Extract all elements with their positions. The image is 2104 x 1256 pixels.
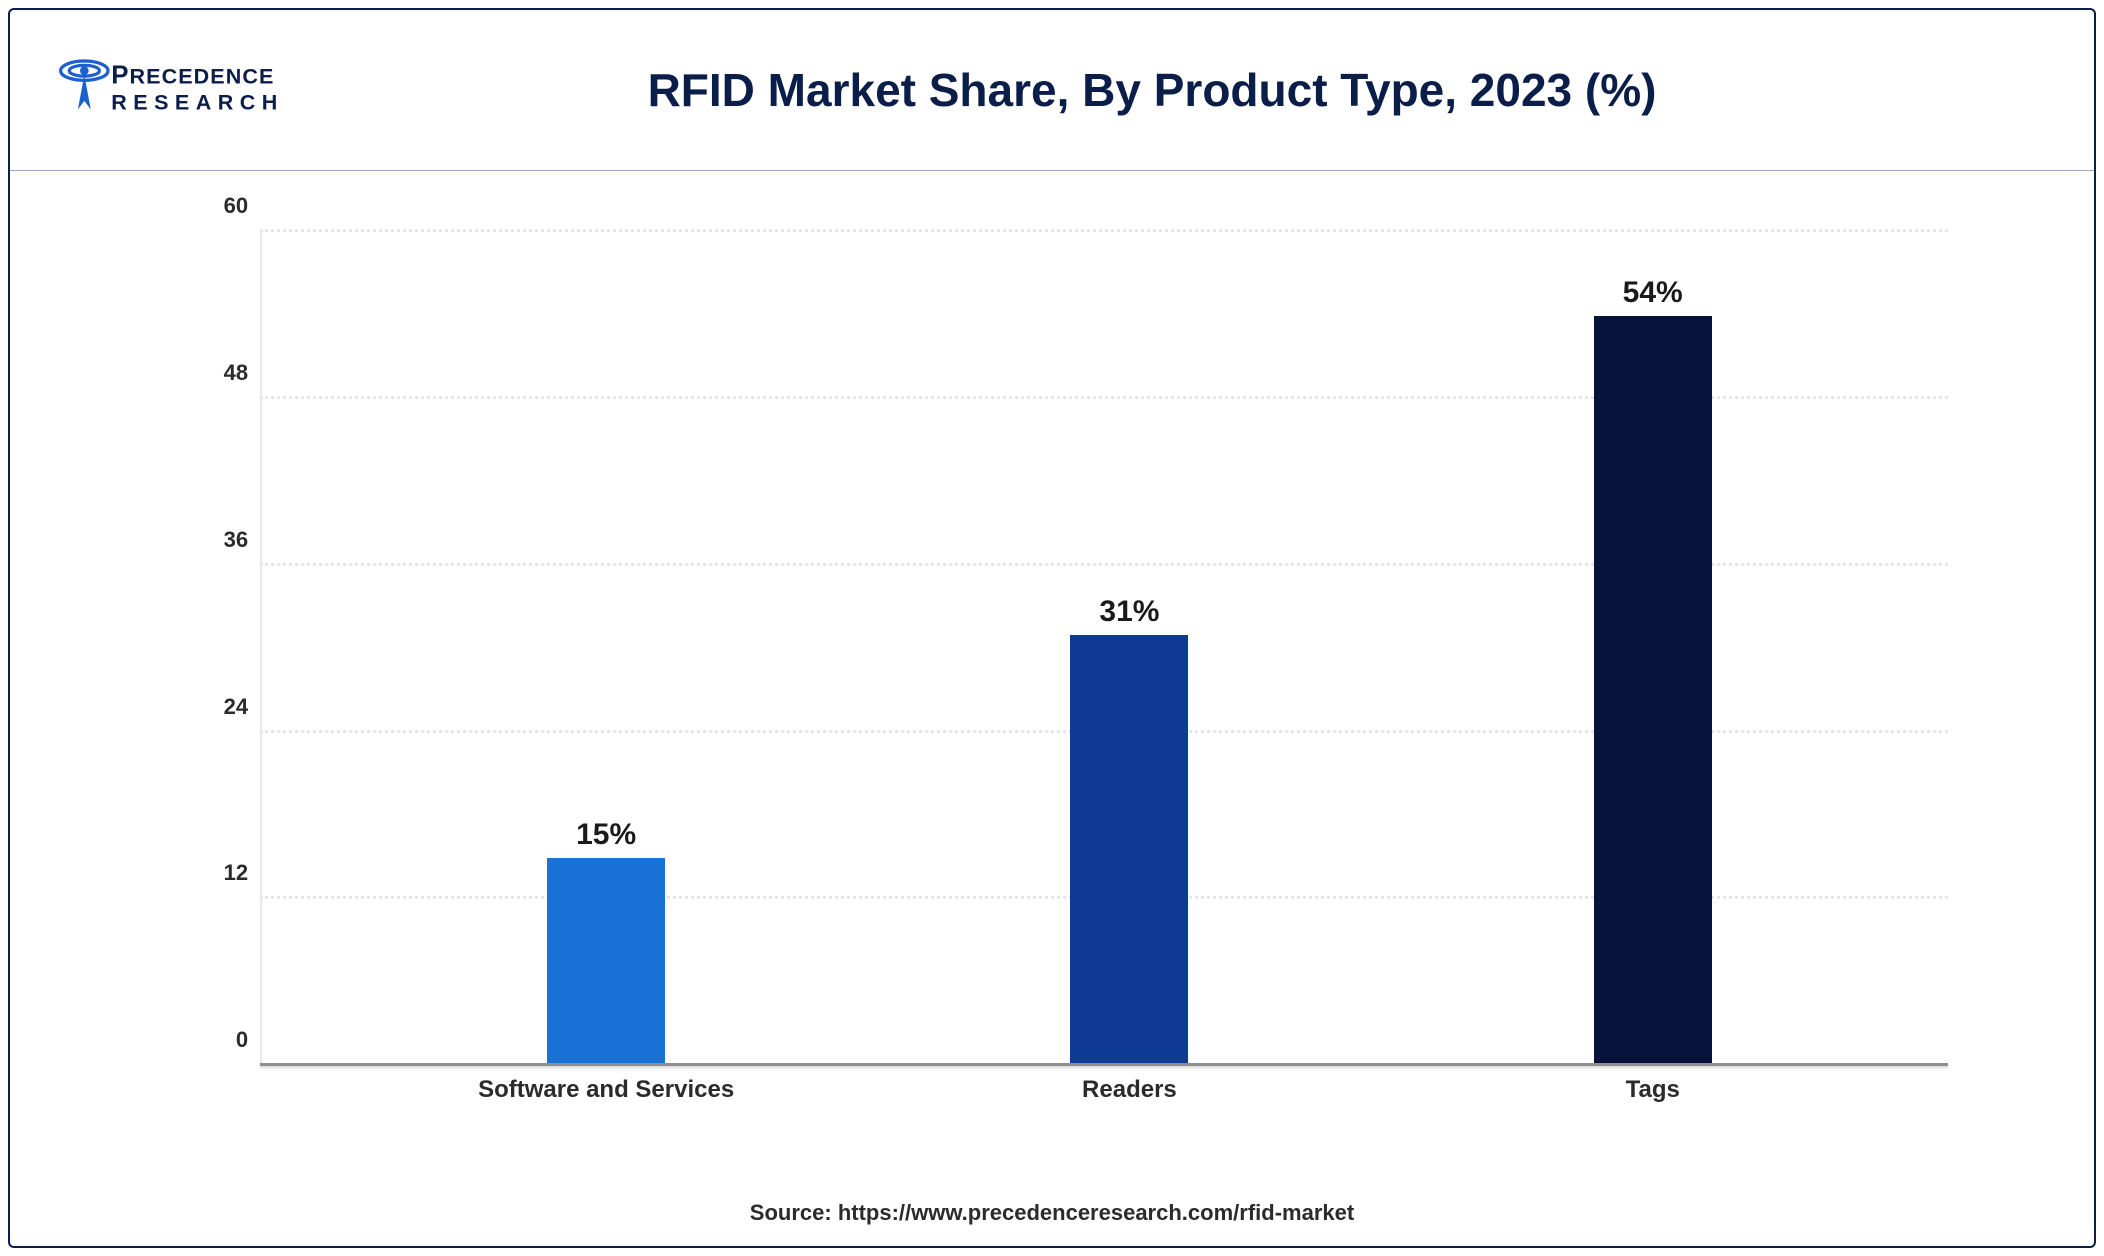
chart-card: P RECEDENCE RESEARCH RFID Market Share, … xyxy=(8,8,2096,1248)
y-tick-label: 48 xyxy=(224,360,248,386)
x-axis xyxy=(260,1063,1948,1066)
x-tick-label: Readers xyxy=(1082,1076,1177,1104)
y-tick-label: 24 xyxy=(224,694,248,720)
brand-logo: P RECEDENCE RESEARCH xyxy=(52,47,332,133)
svg-text:RESEARCH: RESEARCH xyxy=(111,90,284,114)
y-tick-label: 36 xyxy=(224,527,248,553)
bar: 15% xyxy=(547,858,665,1066)
y-tick-label: 0 xyxy=(236,1027,248,1053)
precedence-research-logo-icon: P RECEDENCE RESEARCH xyxy=(52,47,332,133)
bar: 31% xyxy=(1070,635,1188,1066)
x-tick-label: Software and Services xyxy=(478,1076,734,1104)
svg-text:RECEDENCE: RECEDENCE xyxy=(129,64,274,88)
bar-value-label: 54% xyxy=(1623,276,1683,310)
source-citation: Source: https://www.precedenceresearch.c… xyxy=(10,1200,2094,1247)
bar-value-label: 15% xyxy=(576,818,636,852)
chart-area: 0 12 24 36 48 60 15% 31% 54% Software and … xyxy=(10,171,2094,1200)
plot-region: 0 12 24 36 48 60 15%31%54% Software and … xyxy=(260,232,1948,1065)
chart-title: RFID Market Share, By Product Type, 2023… xyxy=(372,63,2053,117)
bar: 54% xyxy=(1594,316,1712,1066)
bar-value-label: 31% xyxy=(1099,595,1159,629)
y-tick-label: 60 xyxy=(224,193,248,219)
x-tick-label: Tags xyxy=(1626,1076,1680,1104)
bars-container: 15% 31% 54% xyxy=(260,232,1948,1065)
header: P RECEDENCE RESEARCH RFID Market Share, … xyxy=(10,10,2094,171)
y-tick-label: 12 xyxy=(224,860,248,886)
svg-text:P: P xyxy=(111,61,128,89)
